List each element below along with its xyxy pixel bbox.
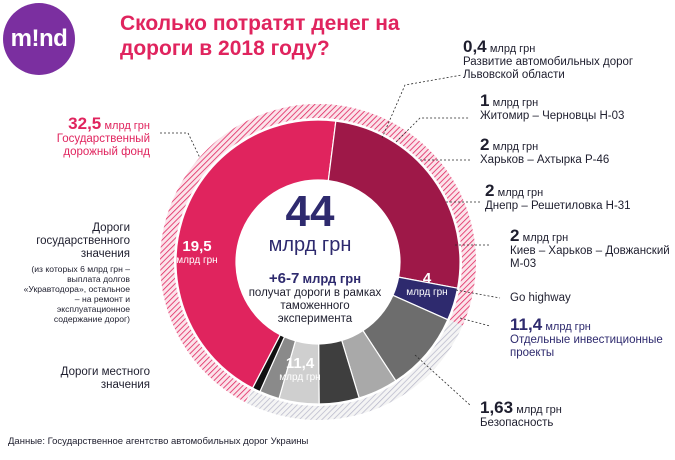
state-fund-value: 32,5 [68,114,102,133]
label-investment: 11,4 млрд грн Отдельные инвестиционные п… [510,315,670,360]
dnipro-name: Днепр – Решетиловка Н-31 [485,200,631,212]
leader-invest [459,317,491,327]
slice-label-state: 19,5 млрд грн [172,238,222,266]
leader-go [455,289,501,299]
label-local-roads: Дороги местного значения [40,366,150,392]
label-lviv: 0,4 млрд грн Развитие автомобильных доро… [463,37,663,82]
lviv-unit: млрд грн [489,43,536,55]
label-kharkiv-akhtyrka: 2 млрд грн Харьков – Ахтырка Р-46 [480,135,670,167]
leader-lviv [381,74,463,139]
center-total: 44 млрд грн [245,187,375,257]
state-slice-value: 19,5 [182,238,212,255]
state-fund-unit: млрд грн [104,120,150,132]
leader-safety [414,354,471,406]
page-title: Сколько потратят денег на дороги в 2018 … [120,12,400,60]
extra-value: +6-7 [268,270,300,287]
center-extra: +6-7 млрд грн получат дороги в рамках та… [245,270,385,326]
label-state-road-fund: 32,5 млрд грн Государственный дорожный ф… [20,114,150,159]
slice-label-local: 11,4 млрд грн [275,355,325,383]
safety-value: 1,63 [480,398,514,417]
slice-label-go: 4 млрд грн [405,270,449,298]
state-roads-name: Дороги государственного значения [36,222,130,260]
investment-name: Отдельные инвестиционные проекты [510,334,663,359]
state-fund-name: Государственный дорожный фонд [56,133,150,158]
zhytomyr-unit: млрд грн [492,97,539,109]
kharkiv-akhtyrka-value: 2 [480,135,490,154]
donut-slice-8 [251,333,286,393]
extra-text: получат дороги в рамках таможенного эксп… [248,287,382,325]
label-state-roads-note: (из которых 6 млрд грн – выплата долгов … [20,264,130,324]
total-unit: млрд грн [268,234,352,256]
lviv-value: 0,4 [463,37,487,56]
local-slice-unit: млрд грн [279,372,321,383]
label-state-roads: Дороги государственного значения [30,222,130,261]
outer-ring-investment [245,319,463,420]
leader-zhytomyr [395,117,470,143]
donut-slice-0 [175,119,337,389]
kyiv-value: 2 [510,226,520,245]
extra-unit: млрд грн [302,271,362,286]
label-dnipro: 2 млрд грн Днепр – Решетиловка Н-31 [485,181,670,213]
donut-slice-1 [327,120,461,289]
zhytomyr-value: 1 [480,91,490,110]
go-highway-name: Go highway [510,292,571,304]
kyiv-name: Киев – Харьков – Довжанский М-03 [510,245,670,270]
safety-name: Безопасность [480,417,554,429]
go-slice-value: 4 [422,270,432,287]
kyiv-unit: млрд грн [522,232,569,244]
state-slice-unit: млрд грн [176,255,218,266]
investment-value: 11,4 [510,315,543,334]
zhytomyr-name: Житомир – Черновцы Н-03 [480,110,625,122]
kharkiv-akhtyrka-name: Харьков – Ахтырка Р-46 [480,154,610,166]
source-note: Данные: Государственное агентство автомо… [8,436,309,447]
kharkiv-akhtyrka-unit: млрд грн [492,141,539,153]
investment-unit: млрд грн [545,321,591,333]
lviv-name: Развитие автомобильных дорог Львовской о… [463,56,634,81]
state-roads-note: (из которых 6 млрд грн – выплата долгов … [23,264,130,324]
label-safety: 1,63 млрд грн Безопасность [480,398,670,430]
local-slice-value: 11,4 [285,355,315,372]
leader-state-fund [160,132,201,159]
mind-logo: m!nd [3,3,75,75]
go-slice-unit: млрд грн [406,287,448,298]
dnipro-unit: млрд грн [497,187,544,199]
local-roads-name: Дороги местного значения [60,366,150,391]
label-zhytomyr: 1 млрд грн Житомир – Черновцы Н-03 [480,91,670,123]
safety-unit: млрд грн [516,404,562,416]
label-go-highway: Go highway [510,292,670,305]
label-kyiv: 2 млрд грн Киев – Харьков – Довжанский М… [510,226,670,271]
dnipro-value: 2 [485,181,495,200]
total-value: 44 [285,187,335,236]
